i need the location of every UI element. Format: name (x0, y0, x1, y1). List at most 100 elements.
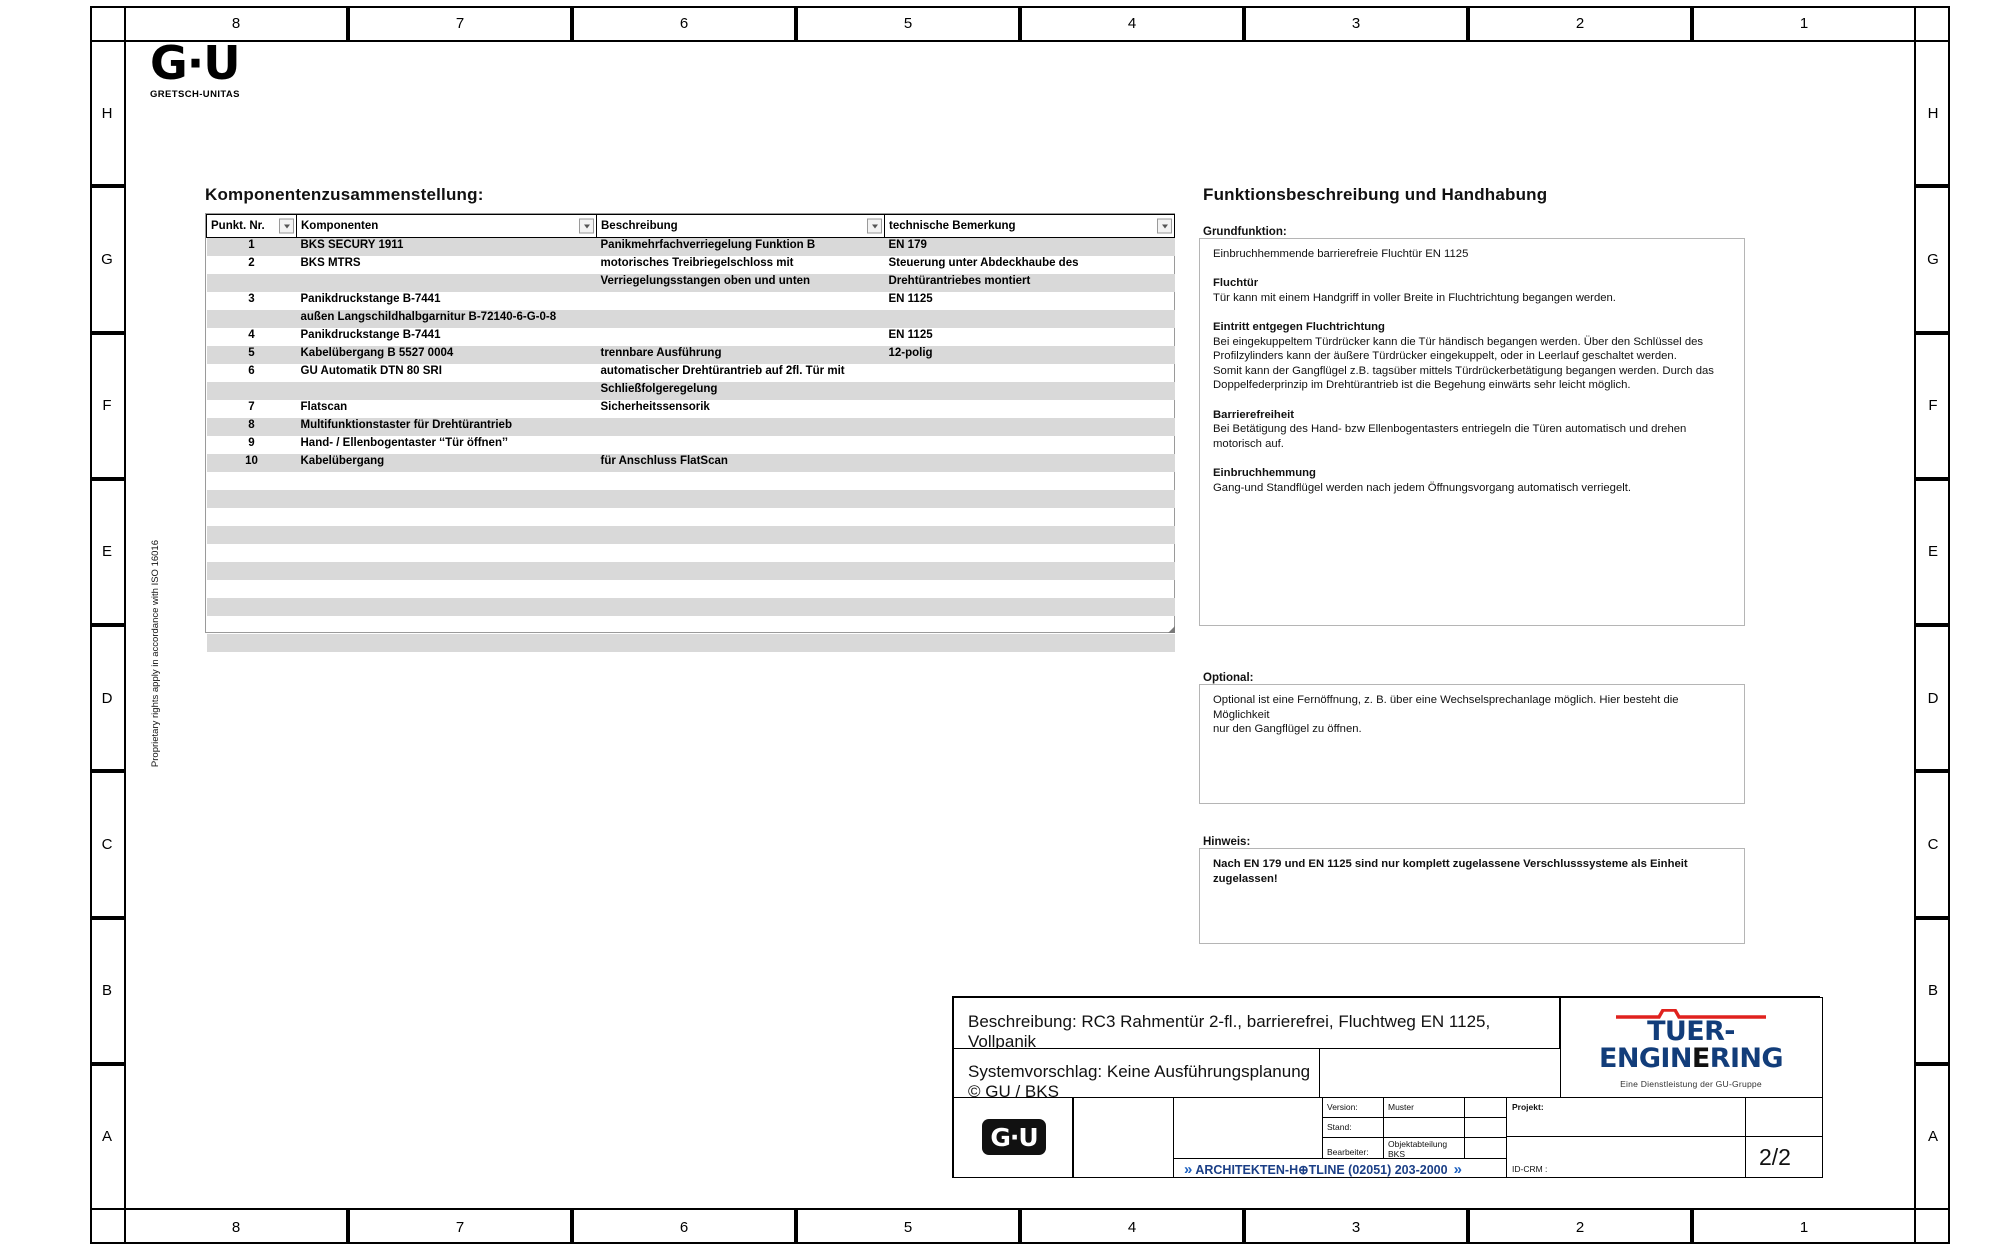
table-row[interactable] (207, 508, 1175, 526)
ruler-col-bottom-2: 2 (1468, 1210, 1692, 1244)
column-header-1[interactable]: Komponenten (296, 214, 597, 238)
column-header-label: Beschreibung (601, 219, 678, 232)
ruler-row-right-H: H (1916, 40, 1950, 187)
cell-1 (296, 598, 597, 616)
table-row[interactable]: 10 Kabelübergang für Anschluss FlatScan (206, 454, 1175, 472)
architekten-hotline[interactable]: » ARCHITEKTEN-H⊕TLINE (02051) 203-2000 » (1184, 1161, 1463, 1178)
cell-0 (206, 490, 297, 508)
cell-3 (885, 508, 1175, 526)
brand-post: RING (1709, 1043, 1784, 1074)
grundfunktion-box[interactable] (1199, 238, 1745, 626)
table-row[interactable]: 6 GU Automatik DTN 80 SRI automatischer Dr… (207, 364, 1175, 382)
cell-2 (596, 310, 885, 328)
hinweis-box[interactable] (1199, 848, 1745, 944)
ruler-row-G: G (90, 186, 124, 333)
table-row[interactable]: außen Langschildhalbgarnitur B-72140-6-G… (206, 310, 1175, 328)
ruler-row-B: B (90, 917, 124, 1064)
column-header-label: Komponenten (301, 219, 379, 232)
optional-box[interactable] (1199, 684, 1745, 804)
sheet-inner-border (124, 40, 1916, 1210)
cell-1 (296, 562, 597, 580)
table-row[interactable]: 3 Panikdruckstange B-7441 EN 1125 (207, 292, 1175, 310)
chevron-right-icon-2: » (1453, 1161, 1463, 1178)
cell-3 (884, 526, 1175, 544)
gu-logo: G·U GRETSCH-UNITAS (150, 36, 241, 100)
table-row[interactable]: 8 Multifunktionstaster für Drehtürantrieb (206, 418, 1175, 436)
table-row[interactable] (206, 598, 1175, 616)
table-row[interactable] (207, 652, 1175, 670)
column-header-3[interactable]: technische Bemerkung (884, 214, 1175, 238)
table-resize-handle[interactable] (1168, 626, 1175, 633)
table-row[interactable]: 4 Panikdruckstange B-7441 EN 1125 (207, 328, 1175, 346)
text-line (1213, 393, 1733, 408)
function-description-heading: Funktionsbeschreibung und Handhabung (1203, 185, 1548, 204)
filter-dropdown-icon[interactable] (1157, 218, 1172, 234)
text-line: Bei Betätigung des Hand- bzw Ellenbogent… (1213, 423, 1687, 436)
table-row[interactable] (206, 634, 1175, 652)
table-row[interactable]: 5 Kabelübergang B 5527 0004 trennbare Ausf… (206, 346, 1175, 364)
cell-3: EN 1125 (888, 293, 933, 305)
table-row[interactable]: Verriegelungsstangen oben und unten Dreht… (206, 274, 1175, 292)
text-line (1213, 451, 1733, 466)
cell-1 (296, 526, 597, 544)
idcrm-cell[interactable] (1506, 1136, 1746, 1178)
ruler-row-A: A (90, 1063, 124, 1210)
components-table-container[interactable]: Punkt. Nr. Komponenten Beschreibung technis… (205, 213, 1175, 652)
cell-0 (206, 274, 297, 292)
cell-3: 12-polig (884, 346, 1175, 364)
cell-1: außen Langschildhalbgarnitur B-72140-6-G… (296, 310, 597, 328)
proprietary-rights-note: Proprietary rights apply in accordance w… (150, 540, 161, 768)
description-cell (953, 997, 1560, 1049)
grundfunktion-text: Einbruchhemmende barrierefreie Fluchtür … (1213, 247, 1733, 495)
ruler-row-D: D (90, 625, 124, 772)
cell-1 (296, 274, 597, 292)
ruler-row-right-E: E (1916, 478, 1950, 625)
column-header-label: Punkt. Nr. (211, 219, 265, 232)
ruler-col-7: 7 (348, 6, 572, 40)
text-line: Somit kann der Gangflügel z.B. tagsüber … (1213, 364, 1714, 377)
cell-0 (207, 580, 297, 598)
cell-3 (885, 436, 1175, 454)
table-row[interactable] (207, 544, 1175, 562)
column-header-0[interactable]: Punkt. Nr. (206, 214, 297, 238)
ruler-row-right-G: G (1916, 186, 1950, 333)
table-row[interactable]: 1 BKS SECURY 1911 Panikmehrfachverriegelun… (206, 237, 1175, 256)
table-row[interactable] (206, 526, 1175, 544)
text-line: motorisch auf. (1213, 437, 1284, 450)
cell-0 (206, 598, 297, 616)
cell-3 (884, 562, 1175, 580)
gu-logo-mark: G·U (150, 36, 241, 90)
cell-3 (885, 400, 1175, 418)
table-row[interactable]: Schließfolgeregelung (206, 382, 1175, 400)
ruler-row-right-C: C (1916, 771, 1950, 918)
cell-3 (885, 616, 1175, 634)
version-value: Muster (1388, 1102, 1414, 1112)
cell-2: motorisches Treibriegelschloss mit (600, 257, 794, 269)
table-row[interactable]: 2 BKS MTRS motorisches Treibriegelschloss … (207, 256, 1175, 274)
cell-3 (884, 490, 1175, 508)
text-line: Profilzylinders kann der äußere Türdrück… (1213, 350, 1677, 363)
ruler-col-1: 1 (1692, 6, 1916, 40)
table-row[interactable] (207, 580, 1175, 598)
table-row[interactable] (206, 490, 1175, 508)
blank-cell-2 (1173, 1097, 1323, 1159)
cell-0: 2 (248, 257, 255, 269)
ruler-row-C: C (90, 771, 124, 918)
cell-1: Kabelübergang (296, 454, 597, 472)
column-header-2[interactable]: Beschreibung (596, 214, 885, 238)
hinweis-text: Nach EN 179 und EN 1125 sind nur komplet… (1213, 857, 1733, 886)
brand-cell (1560, 997, 1823, 1098)
filter-dropdown-icon[interactable] (279, 218, 294, 234)
table-row[interactable] (206, 562, 1175, 580)
projekt-cell[interactable] (1506, 1097, 1746, 1137)
filter-dropdown-icon[interactable] (579, 218, 594, 234)
table-row[interactable]: 9 Hand- / Ellenbogentaster ‘‘Tür öffnen’’ (207, 436, 1175, 454)
table-row[interactable] (207, 472, 1175, 490)
table-row[interactable]: 7 Flatscan Sicherheitssensorik (207, 400, 1175, 418)
components-table-body: 1 BKS SECURY 1911 Panikmehrfachverriegelun… (206, 237, 1175, 671)
cell-1 (297, 472, 597, 490)
table-row[interactable] (207, 616, 1175, 634)
cell-0 (206, 310, 297, 328)
cell-2 (597, 508, 885, 526)
filter-dropdown-icon[interactable] (867, 218, 882, 234)
